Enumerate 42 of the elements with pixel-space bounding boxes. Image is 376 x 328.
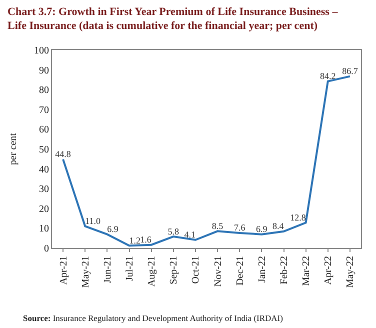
data-label: 44.8 <box>55 149 72 160</box>
data-label: 6.9 <box>256 224 268 234</box>
y-tick-label: 90 <box>39 65 49 76</box>
x-tick-label: Apr-21 <box>58 256 70 285</box>
y-tick-label: 100 <box>34 46 49 56</box>
x-tick-label: May-21 <box>80 256 92 288</box>
data-label: 5.8 <box>168 226 180 236</box>
x-tick-label: Jul-21 <box>124 256 136 281</box>
x-tick-label: Feb-22 <box>279 256 290 284</box>
x-tick-label: May-22 <box>345 256 356 288</box>
y-tick-label: 10 <box>39 224 49 235</box>
data-label: 8.5 <box>212 220 224 231</box>
x-tick-label: Nov-21 <box>212 256 224 287</box>
data-label: 1.6 <box>140 234 152 245</box>
y-tick-label: 40 <box>39 164 49 176</box>
data-label: 84.2 <box>320 71 336 82</box>
y-tick-label: 30 <box>39 184 49 196</box>
x-tick-label: Aug-21 <box>146 256 158 287</box>
data-label: 8.4 <box>272 221 284 232</box>
data-label: 11.0 <box>85 216 102 226</box>
data-label: 86.7 <box>342 66 358 76</box>
data-label: 12.8 <box>290 212 306 222</box>
y-tick-label: 60 <box>39 124 49 136</box>
y-tick-label: 80 <box>39 85 49 96</box>
data-label: 4.1 <box>184 230 196 240</box>
data-label: 1.2 <box>129 235 140 246</box>
x-tick-label: Sep-21 <box>168 256 180 284</box>
x-tick-label: Dec-21 <box>234 256 246 286</box>
x-tick-label: Apr-22 <box>323 256 334 285</box>
y-tick-label: 50 <box>39 144 49 156</box>
x-tick-label: Mar-22 <box>301 256 312 286</box>
x-tick-label: Jan-22 <box>256 256 268 283</box>
x-tick-label: Jun-21 <box>102 256 114 284</box>
source-note: Source: Insurance Regulatory and Development Authority of India (IRDAI) <box>23 313 284 323</box>
y-tick-label: 0 <box>44 244 49 254</box>
y-axis-title: per cent <box>8 132 19 165</box>
data-label: 7.6 <box>234 222 246 233</box>
y-tick-label: 20 <box>39 204 49 215</box>
x-tick-label: Oct-21 <box>190 256 202 284</box>
chart-title: Chart 3.7: Growth in First Year Premium of Life Insurance Business – Life Insurance (data is cumulative for the financial year; per cent) <box>8 6 338 32</box>
data-label: 6.9 <box>107 224 119 234</box>
y-tick-label: 70 <box>39 104 49 116</box>
